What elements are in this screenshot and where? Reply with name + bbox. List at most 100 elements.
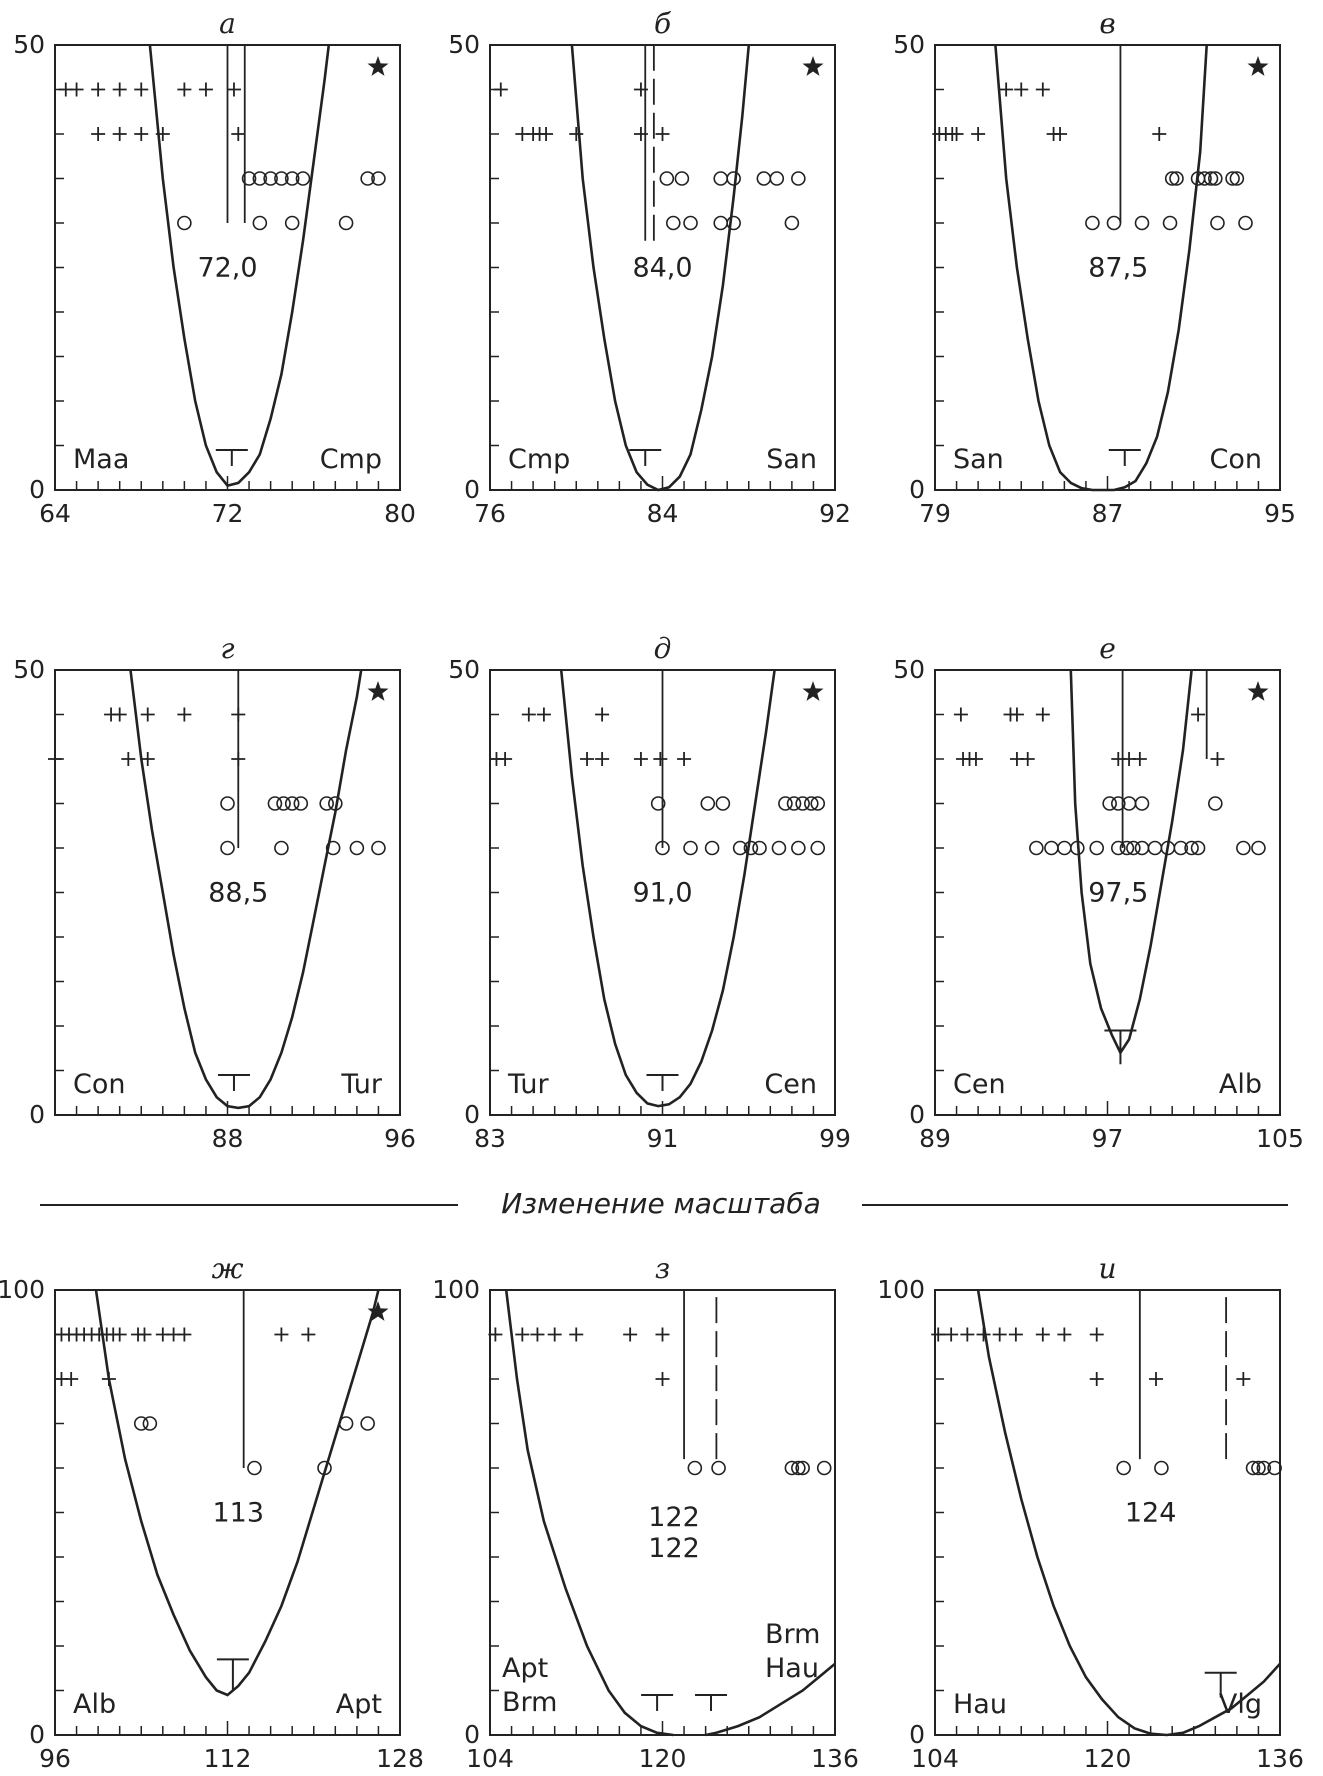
y-tick-label: 100	[0, 1275, 45, 1304]
circle-marker	[1208, 796, 1223, 811]
circle-marker	[1110, 840, 1126, 856]
plus-marker	[140, 707, 155, 722]
circle-marker	[1162, 215, 1178, 231]
probability-curve	[504, 1289, 674, 1737]
plus-marker	[999, 82, 1014, 97]
circle-marker	[1210, 215, 1225, 231]
x-tick-label: 88	[212, 1124, 244, 1153]
center-age-label: 113	[213, 1497, 265, 1528]
circle-marker	[756, 171, 772, 186]
circle-marker	[1134, 796, 1150, 811]
center-age-label: 122	[648, 1502, 700, 1533]
x-tick-label: 92	[819, 499, 851, 528]
plus-marker	[112, 127, 127, 141]
circle-marker	[700, 796, 716, 811]
center-age-label: 88,5	[208, 877, 268, 908]
plus-marker	[1014, 82, 1029, 97]
right-stage-label: San	[766, 444, 817, 475]
panel-letter: и	[1098, 1252, 1116, 1285]
circle-marker	[247, 1460, 262, 1476]
panel-letter: г	[220, 632, 234, 665]
center-age-label: 84,0	[632, 252, 692, 283]
plus-marker	[1089, 1327, 1104, 1342]
circle-marker	[1203, 171, 1219, 186]
plus-marker	[677, 752, 692, 766]
y-tick-label: 50	[893, 30, 925, 59]
y-tick-label: 50	[13, 30, 45, 59]
y-tick-label: 0	[29, 1100, 45, 1129]
circle-marker	[263, 171, 278, 186]
y-tick-label: 0	[29, 1720, 45, 1749]
circle-marker	[1116, 1460, 1131, 1476]
plus-marker	[992, 1327, 1007, 1342]
plot-frame	[934, 1289, 1281, 1736]
circle-marker	[1238, 215, 1253, 231]
plus-marker	[521, 707, 536, 722]
circle-marker	[795, 796, 810, 811]
left-stage-label: Maa	[73, 444, 129, 475]
left-stage-label: Brm	[502, 1687, 557, 1718]
x-tick-label: 79	[919, 499, 951, 528]
x-tick-label: 136	[811, 1744, 859, 1773]
plus-marker	[1089, 1372, 1104, 1386]
center-age-label: 91,0	[632, 877, 692, 908]
plus-marker	[580, 752, 595, 766]
circle-marker	[1134, 215, 1150, 231]
plus-marker	[198, 82, 213, 97]
circle-marker	[726, 171, 741, 186]
star-icon	[367, 1301, 389, 1321]
circle-marker	[338, 1416, 354, 1431]
circle-marker	[1225, 171, 1240, 186]
x-tick-label: 136	[1256, 1744, 1304, 1773]
y-tick-label: 0	[464, 1100, 480, 1129]
circle-marker	[1106, 215, 1122, 231]
x-tick-label: 89	[919, 1124, 951, 1153]
plus-marker	[1020, 752, 1035, 766]
scale-change-separator: Изменение масштаба	[40, 1187, 1288, 1220]
circle-marker	[1070, 840, 1085, 856]
x-tick-label: 91	[647, 1124, 679, 1153]
y-tick-label: 0	[464, 475, 480, 504]
y-tick-label: 50	[448, 655, 480, 684]
probability-curve	[148, 44, 331, 488]
circle-marker	[1190, 840, 1206, 856]
probability-curve	[1069, 669, 1193, 1056]
plus-marker	[1057, 1327, 1072, 1342]
circle-marker	[1057, 840, 1072, 856]
panel-letter: в	[1099, 7, 1115, 40]
plus-marker	[1035, 1327, 1050, 1342]
chart-panel-9: 104 120 136 0 100 и 124 Hau Vlg	[877, 1252, 1304, 1773]
separator-label: Изменение масштаба	[501, 1187, 821, 1220]
circle-marker	[687, 1460, 703, 1476]
circle-marker	[795, 1460, 810, 1476]
plus-marker	[1035, 707, 1050, 722]
plus-marker	[633, 82, 648, 97]
panel-letter: з	[655, 1252, 670, 1285]
circle-marker	[1110, 796, 1126, 811]
plus-marker	[493, 82, 508, 97]
plus-marker	[536, 707, 551, 722]
circle-marker	[726, 215, 741, 231]
x-tick-label: 87	[1092, 499, 1124, 528]
circle-marker	[133, 1416, 149, 1431]
star-icon	[802, 56, 824, 76]
circle-marker	[1169, 171, 1184, 186]
circle-marker	[674, 171, 690, 186]
circle-marker	[715, 796, 731, 811]
panel-letter: д	[654, 632, 672, 665]
plus-marker	[1035, 82, 1050, 97]
circle-marker	[325, 840, 341, 856]
chart-panel-5: 83 91 99 0 50 д 91,0 Tur Cen	[448, 632, 851, 1153]
circle-marker	[1164, 171, 1180, 186]
plus-marker	[944, 1327, 959, 1342]
center-age-label: 124	[1125, 1497, 1177, 1528]
circle-marker	[704, 840, 720, 856]
circle-marker	[284, 171, 300, 186]
plus-marker	[1132, 752, 1147, 766]
x-tick-label: 105	[1256, 1124, 1304, 1153]
plus-marker	[231, 752, 246, 766]
circle-marker	[267, 796, 283, 811]
left-stage-label: Apt	[502, 1653, 548, 1684]
chart-panel-2: 76 84 92 0 50 б 84,0 Cmp San	[448, 7, 851, 528]
y-tick-label: 0	[29, 475, 45, 504]
